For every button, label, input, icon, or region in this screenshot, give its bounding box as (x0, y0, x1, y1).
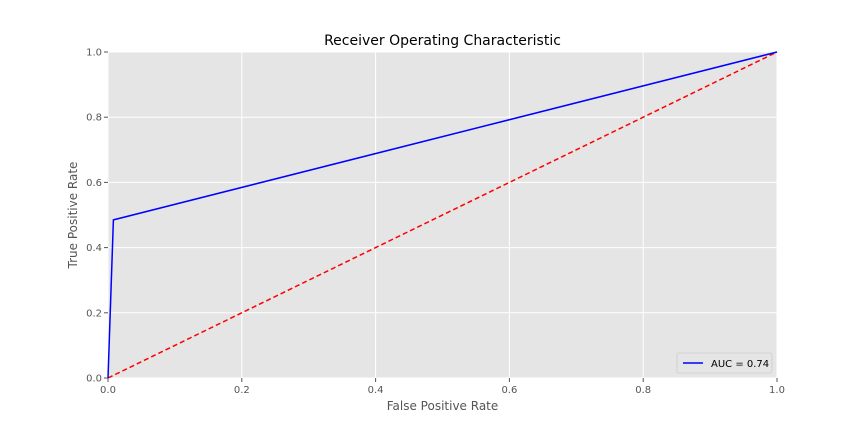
grid-lines (107, 51, 778, 379)
x-tick-label: 1.0 (769, 385, 785, 396)
legend: AUC = 0.74 (676, 352, 773, 374)
x-tick-label: 0.8 (635, 385, 651, 396)
y-tick-label: 0.2 (86, 308, 102, 319)
y-tick-label: 0.4 (86, 243, 102, 254)
legend-box (676, 352, 773, 374)
y-axis-label: True Positive Rate (66, 162, 80, 270)
x-axis-label: False Positive Rate (387, 399, 499, 413)
x-tick-label: 0.6 (501, 385, 517, 396)
chance-diagonal-line (107, 51, 778, 379)
x-tick-label: 0.2 (234, 385, 250, 396)
series-layer (107, 51, 778, 379)
y-axis-ticks: 0.0 0.2 0.4 0.6 0.8 1.0 (86, 48, 108, 385)
y-tick-label: 0.0 (86, 374, 102, 385)
y-tick-label: 0.6 (86, 178, 102, 189)
roc-curve-line (107, 51, 778, 379)
y-tick-label: 0.8 (86, 113, 102, 124)
legend-label: AUC = 0.74 (711, 359, 769, 370)
x-tick-label: 0.4 (368, 385, 384, 396)
chart-title: Receiver Operating Characteristic (324, 33, 561, 49)
y-tick-label: 1.0 (86, 48, 102, 59)
x-axis-ticks: 0.0 0.2 0.4 0.6 0.8 1.0 (100, 378, 785, 396)
x-tick-label: 0.0 (100, 385, 116, 396)
